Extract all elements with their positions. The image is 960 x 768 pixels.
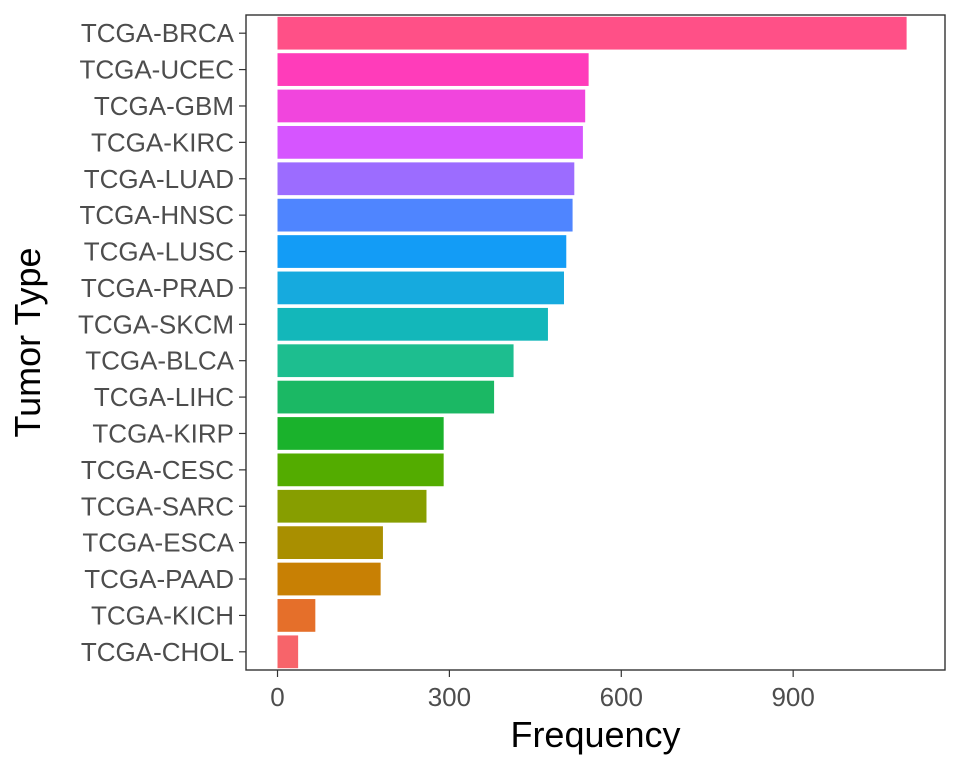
bar-tcga-lusc (277, 235, 567, 268)
x-axis-title: Frequency (510, 714, 680, 755)
bar-tcga-hnsc (277, 198, 573, 232)
y-tick-label-tcga-gbm: TCGA-GBM (94, 91, 234, 121)
y-tick-label-tcga-kich: TCGA-KICH (91, 600, 234, 630)
bar-tcga-blca (277, 344, 514, 378)
y-tick-label-tcga-prad: TCGA-PRAD (81, 273, 234, 303)
y-tick-label-tcga-chol: TCGA-CHOL (81, 637, 234, 667)
bar-tcga-lihc (277, 380, 495, 414)
bar-tcga-luad (277, 162, 575, 196)
bar-tcga-skcm (277, 307, 548, 341)
y-tick-label-tcga-blca: TCGA-BLCA (85, 346, 234, 376)
x-tick-label-300: 300 (428, 682, 471, 712)
x-axis: 0 300 600 900 (270, 670, 815, 712)
bar-tcga-kirp (277, 417, 444, 450)
bar-tcga-cesc (277, 453, 444, 487)
plot-panel (245, 14, 946, 671)
y-tick-label-tcga-paad: TCGA-PAAD (84, 564, 234, 594)
bars-group (277, 16, 907, 669)
y-tick-label-tcga-skcm: TCGA-SKCM (78, 309, 234, 339)
bar-tcga-ucec (277, 53, 589, 86)
bar-tcga-sarc (277, 489, 427, 523)
y-tick-label-tcga-brca: TCGA-BRCA (81, 18, 235, 48)
y-tick-label-tcga-lusc: TCGA-LUSC (84, 237, 234, 267)
bar-tcga-esca (277, 526, 383, 560)
bar-tcga-chol (277, 635, 299, 669)
y-axis: TCGA-BRCA TCGA-UCEC TCGA-GBM TCGA-KIRC TCGA-… (78, 18, 246, 667)
y-tick-label-tcga-hnsc: TCGA-HNSC (79, 200, 234, 230)
bar-tcga-brca (277, 16, 907, 50)
x-tick-label-0: 0 (270, 682, 284, 712)
bar-tcga-kirc (277, 125, 583, 159)
y-tick-label-tcga-luad: TCGA-LUAD (84, 164, 234, 194)
y-axis-title: Tumor Type (7, 247, 48, 437)
y-tick-label-tcga-esca: TCGA-ESCA (82, 528, 234, 558)
y-tick-label-tcga-kirc: TCGA-KIRC (91, 127, 234, 157)
y-tick-label-tcga-kirp: TCGA-KIRP (92, 418, 234, 448)
bar-tcga-prad (277, 271, 564, 305)
x-tick-label-600: 600 (600, 682, 643, 712)
x-tick-label-900: 900 (771, 682, 814, 712)
bar-tcga-paad (277, 562, 381, 596)
y-tick-label-tcga-ucec: TCGA-UCEC (79, 55, 234, 85)
bar-tcga-gbm (277, 89, 586, 123)
y-tick-label-tcga-lihc: TCGA-LIHC (94, 382, 234, 412)
bar-tcga-kich (277, 599, 316, 632)
y-tick-label-tcga-sarc: TCGA-SARC (81, 491, 234, 521)
y-tick-label-tcga-cesc: TCGA-CESC (81, 455, 234, 485)
